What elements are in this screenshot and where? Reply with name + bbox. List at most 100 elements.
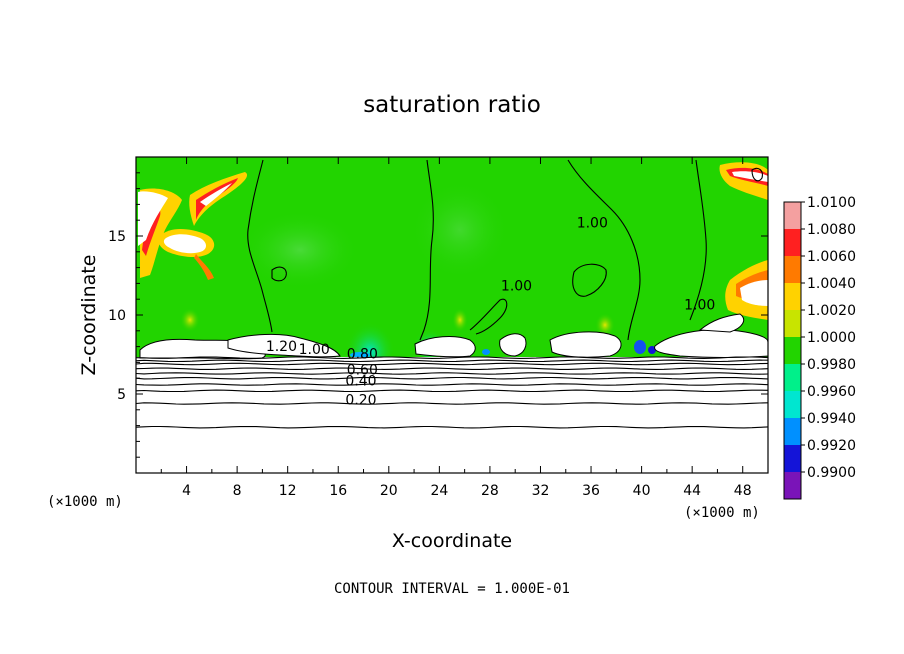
x-tick-label: 40	[633, 483, 651, 499]
x-tick-label: 20	[380, 483, 398, 499]
colorbar-label: 1.0000	[807, 330, 856, 346]
contour-line-7	[469, 298, 508, 335]
contour-lines	[136, 356, 768, 429]
contour-level-0.1	[136, 425, 768, 429]
colorbar-swatch	[784, 337, 801, 364]
contour-irregular	[247, 159, 763, 341]
x-tick-label: 4	[182, 483, 191, 499]
contour-label: 1.00	[299, 342, 330, 358]
contour-label: 0.60	[347, 363, 378, 379]
y-tick-label: 5	[117, 387, 126, 403]
patch-upper-right-white	[732, 171, 768, 182]
colorbar-label: 1.0100	[807, 195, 856, 211]
contour-labels: 1.001.001.001.20 1.00 0.800.600.400.20	[266, 216, 715, 409]
contour-line-6	[572, 263, 607, 297]
cloud-blob-5	[549, 331, 622, 358]
colorbar-frame	[783, 201, 802, 500]
colorbar-label: 1.0040	[807, 276, 856, 292]
contour-line-5	[271, 266, 287, 282]
contour-level-0.6	[136, 372, 768, 375]
field-blue-2	[648, 346, 656, 354]
contour-level-0.3	[136, 389, 768, 393]
patch-cloud-blob-white	[163, 234, 206, 254]
contour-line-2	[419, 159, 434, 341]
chart-title: saturation ratio	[363, 92, 541, 118]
patch-upper-left-white	[138, 191, 168, 246]
contour-label: 1.00	[501, 279, 532, 295]
contour-label: 0.40	[345, 374, 376, 390]
x-tick-label: 44	[683, 483, 701, 499]
colorbar: 1.0100 1.0080 1.0060 1.0040 1.0020 1.0000 0.99…	[783, 195, 856, 500]
y-tick-label: 15	[108, 229, 126, 245]
x-axis-ticks: 4 8 12 16 20 24 28 32 36 40 44 48	[160, 157, 752, 499]
field-light-1	[240, 210, 360, 290]
x-tick-label: 48	[734, 483, 752, 499]
contour-label: 0.80	[347, 347, 378, 363]
x-tick-label: 28	[481, 483, 499, 499]
x-tick-label: 12	[279, 483, 297, 499]
x-tick-label: 24	[430, 483, 448, 499]
cloud-blob-3	[414, 336, 476, 358]
colorbar-swatch	[784, 391, 801, 418]
colorbar-swatch	[784, 310, 801, 337]
contour-level-0.2	[136, 402, 768, 405]
patch-upper-left-2-white	[200, 183, 232, 206]
colorbar-swatch	[784, 445, 801, 472]
contour-line-3	[567, 159, 641, 341]
contour-line-4	[689, 159, 707, 321]
x-unit-right: (×1000 m)	[684, 505, 760, 521]
colorbar-label: 0.9940	[807, 411, 856, 427]
field-blue-1	[634, 340, 646, 354]
x-tick-label: 16	[329, 483, 347, 499]
y-tick-label: 10	[108, 308, 126, 324]
contour-level-0.4	[136, 383, 768, 386]
contour-label: 1.00	[684, 298, 715, 314]
field-yellow-2	[452, 308, 468, 332]
colorbar-swatch	[784, 283, 801, 310]
colorbar-swatch	[784, 202, 801, 229]
contour-label: 1.20	[266, 339, 297, 355]
colorbar-label: 1.0080	[807, 222, 856, 238]
contour-label: 0.20	[345, 393, 376, 409]
contour-line-1	[247, 159, 273, 333]
field-blue-3	[350, 352, 370, 358]
contour-label: 1.00	[577, 216, 608, 232]
x-tick-label: 8	[233, 483, 242, 499]
colorbar-label: 0.9960	[807, 384, 856, 400]
plot-area	[136, 157, 768, 473]
contour-level-0.7	[136, 367, 768, 370]
cloud-blob-7	[698, 313, 745, 333]
colorbar-label: 0.9920	[807, 438, 856, 454]
contour-level-1	[136, 356, 768, 359]
colorbar-swatch	[784, 229, 801, 256]
field-yellow-3	[595, 313, 615, 337]
colorbar-swatch	[784, 256, 801, 283]
colorbar-swatch	[784, 364, 801, 391]
patch-right-mid-white	[740, 280, 768, 306]
field-yellow-1	[180, 308, 200, 332]
contour-level-0.8	[136, 362, 768, 366]
colorbar-label: 1.0060	[807, 249, 856, 265]
contour-level-0.9	[136, 359, 768, 363]
colorbar-label: 1.0020	[807, 303, 856, 319]
x-tick-label: 36	[582, 483, 600, 499]
field-blue-4	[482, 349, 490, 355]
y-axis-ticks: 5 10 15	[108, 172, 768, 458]
colorbar-swatch	[784, 472, 801, 499]
colorbar-swatch	[784, 418, 801, 445]
field-below-range	[136, 357, 768, 473]
y-axis-title: Z-coordinate	[78, 255, 100, 376]
contour-level-0.5	[136, 376, 768, 380]
x-tick-label: 32	[532, 483, 550, 499]
x-unit-left: (×1000 m)	[47, 494, 123, 510]
x-axis-title: X-coordinate	[392, 530, 512, 552]
colorbar-label: 0.9980	[807, 357, 856, 373]
patch-tail	[194, 254, 214, 280]
contour-interval-footer: CONTOUR INTERVAL = 1.000E-01	[334, 581, 570, 597]
cloud-blob-4	[499, 333, 527, 357]
field-light-2	[410, 180, 510, 280]
cloud-blob-2	[227, 333, 341, 358]
contour-line-8	[751, 167, 763, 182]
colorbar-label: 0.9900	[807, 465, 856, 481]
